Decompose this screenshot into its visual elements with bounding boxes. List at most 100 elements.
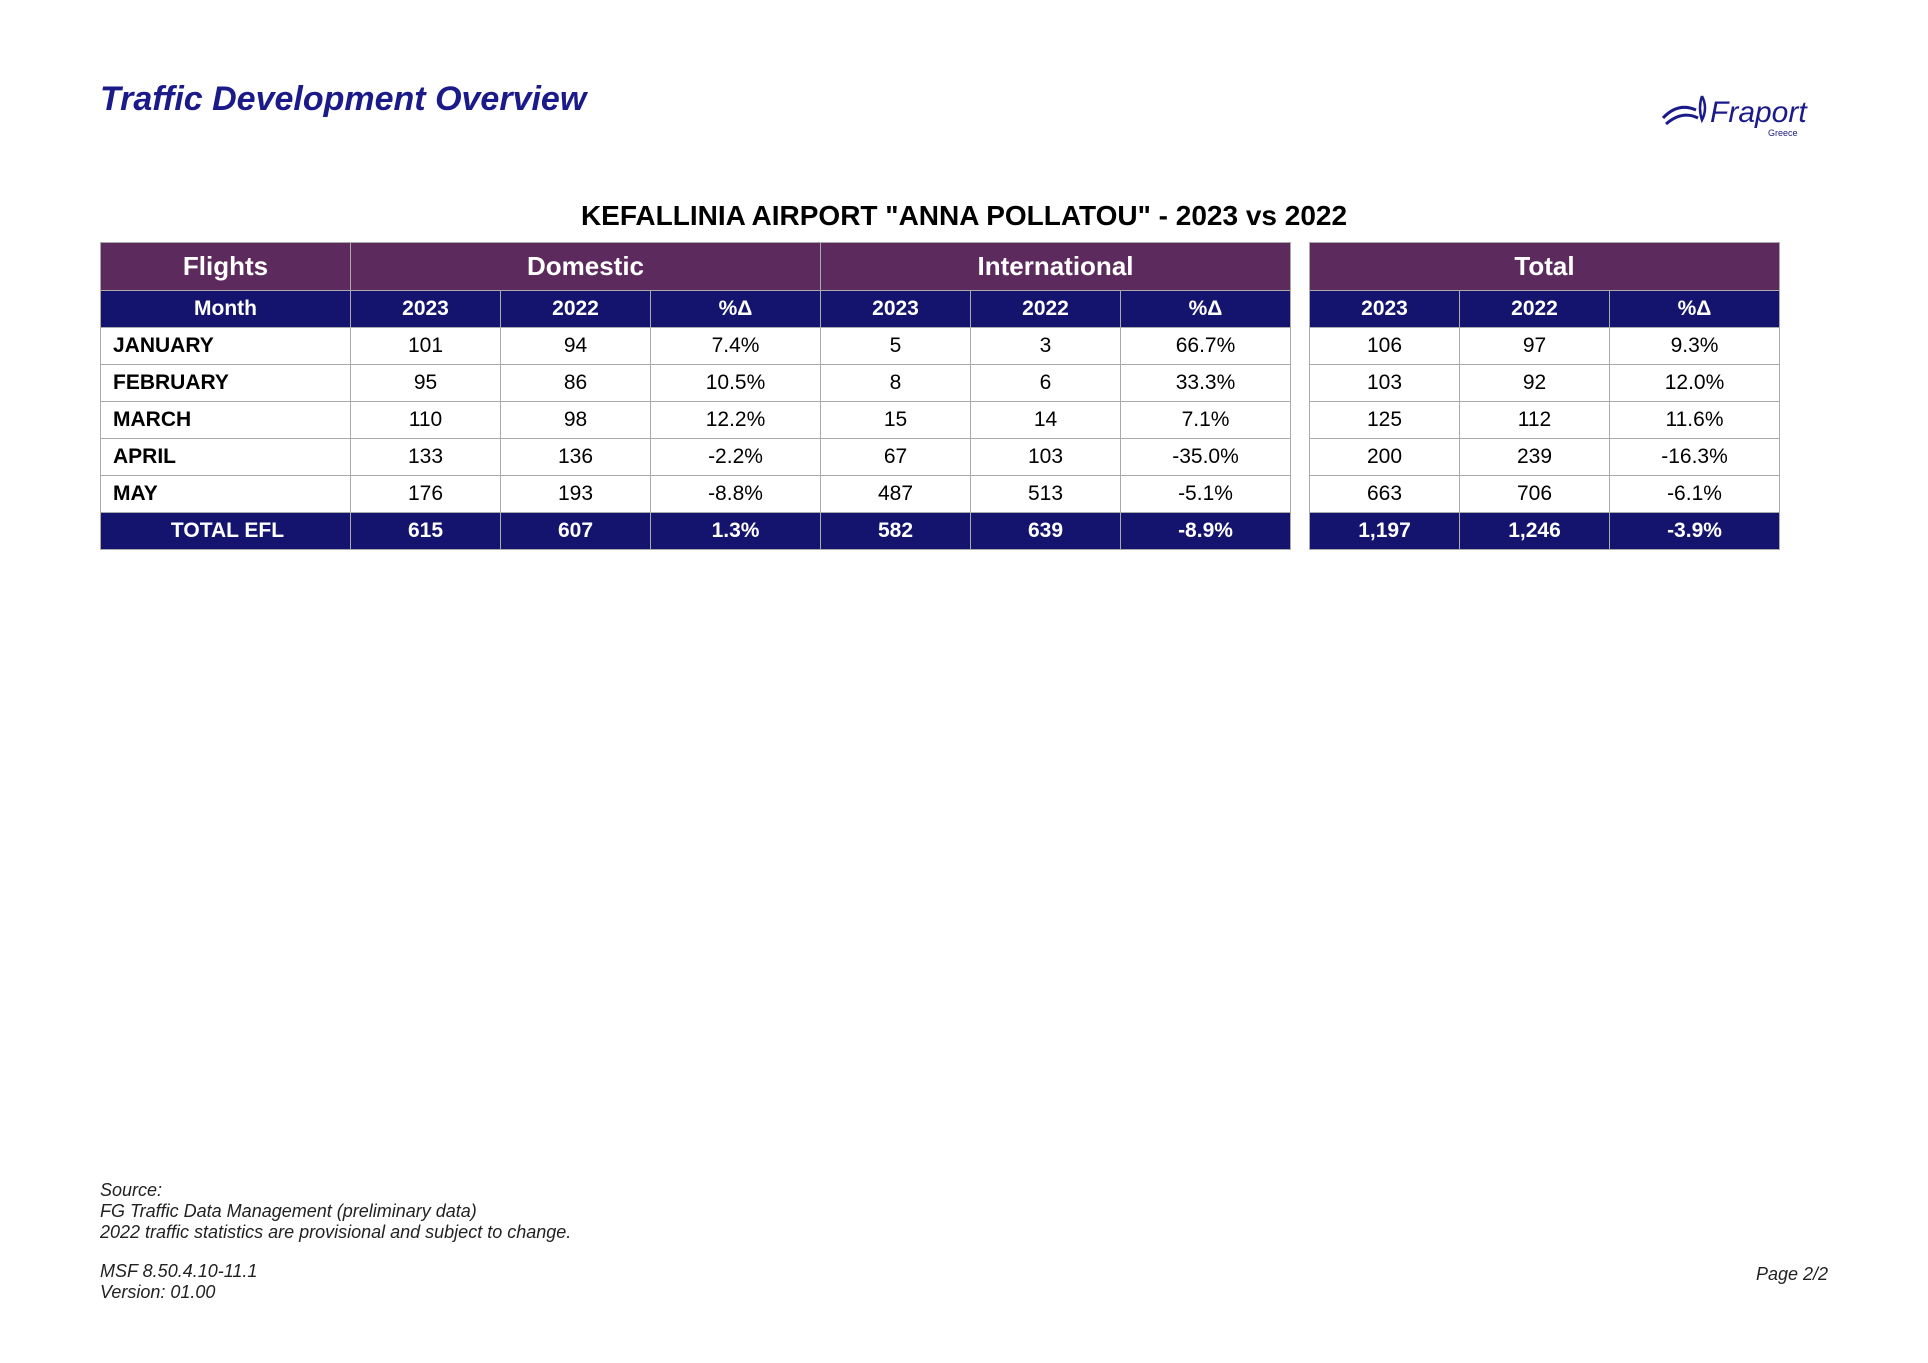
table-row: 200239-16.3% bbox=[1310, 439, 1780, 476]
tpct-cell: -6.1% bbox=[1610, 476, 1780, 513]
total-label: TOTAL EFL bbox=[101, 513, 351, 550]
table-row: JANUARY101947.4%5366.7% bbox=[101, 328, 1291, 365]
tables-container: Flights Domestic International Month 202… bbox=[100, 242, 1828, 550]
d22-cell: 86 bbox=[501, 365, 651, 402]
source-label: Source: bbox=[100, 1180, 1828, 1201]
tpct-cell: -16.3% bbox=[1610, 439, 1780, 476]
t23-cell: 125 bbox=[1310, 402, 1460, 439]
i22-cell: 14 bbox=[971, 402, 1121, 439]
i22-cell: 6 bbox=[971, 365, 1121, 402]
t22-cell: 92 bbox=[1460, 365, 1610, 402]
tpct-cell: 9.3% bbox=[1610, 328, 1780, 365]
i23-cell: 487 bbox=[821, 476, 971, 513]
i22-cell: 3 bbox=[971, 328, 1121, 365]
d22-cell: 136 bbox=[501, 439, 651, 476]
t22-cell: 706 bbox=[1460, 476, 1610, 513]
hdr-d2023: 2023 bbox=[351, 291, 501, 328]
ipct-cell: 66.7% bbox=[1121, 328, 1291, 365]
hdr-domestic: Domestic bbox=[351, 243, 821, 291]
logo-text: Fraport bbox=[1710, 96, 1808, 129]
d22-cell: 193 bbox=[501, 476, 651, 513]
hdr-t2022: 2022 bbox=[1460, 291, 1610, 328]
total-t23: 1,197 bbox=[1310, 513, 1460, 550]
d23-cell: 101 bbox=[351, 328, 501, 365]
fraport-logo: Fraport Greece bbox=[1658, 80, 1828, 150]
d23-cell: 110 bbox=[351, 402, 501, 439]
table-row: MAY176193-8.8%487513-5.1% bbox=[101, 476, 1291, 513]
total-tpct: -3.9% bbox=[1610, 513, 1780, 550]
tpct-cell: 12.0% bbox=[1610, 365, 1780, 402]
t22-cell: 112 bbox=[1460, 402, 1610, 439]
i22-cell: 513 bbox=[971, 476, 1121, 513]
source-line2: 2022 traffic statistics are provisional … bbox=[100, 1222, 1828, 1243]
total-total-row: 1,197 1,246 -3.9% bbox=[1310, 513, 1780, 550]
main-table: Flights Domestic International Month 202… bbox=[100, 242, 1291, 550]
total-tbody: 106979.3%1039212.0%12511211.6%200239-16.… bbox=[1310, 328, 1780, 513]
t22-cell: 97 bbox=[1460, 328, 1610, 365]
footer: Source: FG Traffic Data Management (prel… bbox=[100, 1180, 1828, 1303]
hdr-tpct: %Δ bbox=[1610, 291, 1780, 328]
table-row: APRIL133136-2.2%67103-35.0% bbox=[101, 439, 1291, 476]
month-cell: JANUARY bbox=[101, 328, 351, 365]
t23-cell: 106 bbox=[1310, 328, 1460, 365]
d23-cell: 133 bbox=[351, 439, 501, 476]
i23-cell: 8 bbox=[821, 365, 971, 402]
hdr-international: International bbox=[821, 243, 1291, 291]
i23-cell: 67 bbox=[821, 439, 971, 476]
hdr-dpct: %Δ bbox=[651, 291, 821, 328]
month-cell: FEBRUARY bbox=[101, 365, 351, 402]
d22-cell: 98 bbox=[501, 402, 651, 439]
main-total-row: TOTAL EFL 615 607 1.3% 582 639 -8.9% bbox=[101, 513, 1291, 550]
total-dpct: 1.3% bbox=[651, 513, 821, 550]
doc-title: Traffic Development Overview bbox=[100, 80, 586, 119]
hdr-t2023: 2023 bbox=[1310, 291, 1460, 328]
table-row: FEBRUARY958610.5%8633.3% bbox=[101, 365, 1291, 402]
hdr-flights: Flights bbox=[101, 243, 351, 291]
hdr-month: Month bbox=[101, 291, 351, 328]
table-title: KEFALLINIA AIRPORT "ANNA POLLATOU" - 202… bbox=[100, 200, 1828, 232]
hdr-d2022: 2022 bbox=[501, 291, 651, 328]
dpct-cell: 10.5% bbox=[651, 365, 821, 402]
d22-cell: 94 bbox=[501, 328, 651, 365]
t22-cell: 239 bbox=[1460, 439, 1610, 476]
i23-cell: 15 bbox=[821, 402, 971, 439]
i22-cell: 103 bbox=[971, 439, 1121, 476]
ipct-cell: 7.1% bbox=[1121, 402, 1291, 439]
table-row: 663706-6.1% bbox=[1310, 476, 1780, 513]
total-i23: 582 bbox=[821, 513, 971, 550]
tpct-cell: 11.6% bbox=[1610, 402, 1780, 439]
dpct-cell: -2.2% bbox=[651, 439, 821, 476]
table-row: MARCH1109812.2%15147.1% bbox=[101, 402, 1291, 439]
total-ipct: -8.9% bbox=[1121, 513, 1291, 550]
page-number: Page 2/2 bbox=[1756, 1264, 1828, 1285]
logo-subtext: Greece bbox=[1768, 128, 1798, 138]
table-row: 12511211.6% bbox=[1310, 402, 1780, 439]
total-table: Total 2023 2022 %Δ 106979.3%1039212.0%12… bbox=[1309, 242, 1780, 550]
month-cell: MAY bbox=[101, 476, 351, 513]
footer-version: Version: 01.00 bbox=[100, 1282, 1828, 1303]
main-tbody: JANUARY101947.4%5366.7%FEBRUARY958610.5%… bbox=[101, 328, 1291, 513]
table-row: 1039212.0% bbox=[1310, 365, 1780, 402]
t23-cell: 103 bbox=[1310, 365, 1460, 402]
month-cell: APRIL bbox=[101, 439, 351, 476]
ipct-cell: -35.0% bbox=[1121, 439, 1291, 476]
t23-cell: 663 bbox=[1310, 476, 1460, 513]
hdr-i2022: 2022 bbox=[971, 291, 1121, 328]
t23-cell: 200 bbox=[1310, 439, 1460, 476]
d23-cell: 95 bbox=[351, 365, 501, 402]
fraport-logo-icon: Fraport Greece bbox=[1658, 80, 1828, 140]
month-cell: MARCH bbox=[101, 402, 351, 439]
ipct-cell: 33.3% bbox=[1121, 365, 1291, 402]
total-d22: 607 bbox=[501, 513, 651, 550]
source-line1: FG Traffic Data Management (preliminary … bbox=[100, 1201, 1828, 1222]
total-t22: 1,246 bbox=[1460, 513, 1610, 550]
dpct-cell: 7.4% bbox=[651, 328, 821, 365]
hdr-total: Total bbox=[1310, 243, 1780, 291]
ipct-cell: -5.1% bbox=[1121, 476, 1291, 513]
hdr-ipct: %Δ bbox=[1121, 291, 1291, 328]
total-i22: 639 bbox=[971, 513, 1121, 550]
footer-msf: MSF 8.50.4.10-11.1 bbox=[100, 1261, 1828, 1282]
total-d23: 615 bbox=[351, 513, 501, 550]
table-row: 106979.3% bbox=[1310, 328, 1780, 365]
dpct-cell: 12.2% bbox=[651, 402, 821, 439]
